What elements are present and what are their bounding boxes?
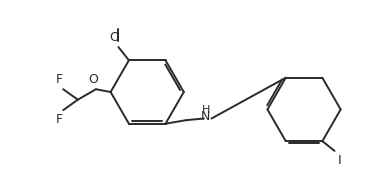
Text: F: F xyxy=(55,113,63,126)
Text: F: F xyxy=(55,73,63,87)
Text: N: N xyxy=(201,110,210,123)
Text: O: O xyxy=(88,73,98,86)
Text: O: O xyxy=(109,31,119,44)
Text: H: H xyxy=(201,105,210,115)
Text: I: I xyxy=(338,154,342,167)
